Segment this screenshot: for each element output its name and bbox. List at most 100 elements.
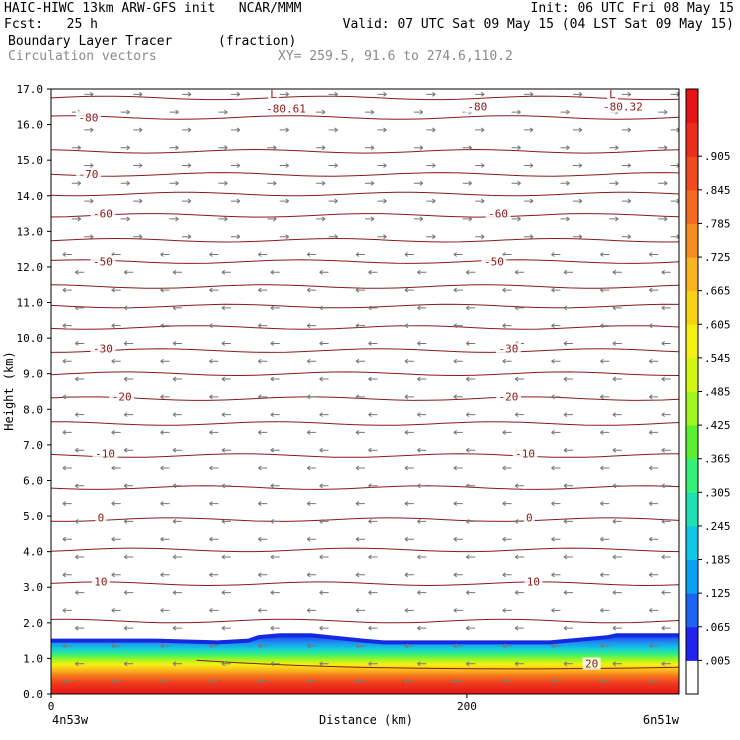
vector-arrow — [514, 518, 525, 524]
colorbar-label: .905 — [704, 150, 731, 163]
vector-arrow — [563, 661, 573, 667]
isotherm-label: -10 — [515, 448, 535, 461]
isotherm-label: -20 — [499, 391, 519, 404]
vector-arrow — [172, 376, 183, 382]
vector-arrow — [465, 554, 476, 560]
vector-arrow — [648, 430, 659, 435]
vector-arrow — [306, 607, 317, 613]
vector-arrow — [209, 572, 219, 578]
vector-arrow — [404, 430, 414, 435]
isotherm-label-bg — [495, 342, 521, 355]
vector-arrow — [417, 625, 427, 631]
vector-arrow — [316, 145, 326, 151]
vector-arrow — [74, 269, 85, 275]
vector-arrow — [551, 501, 561, 507]
isotherm-label: 20 — [585, 658, 598, 671]
isotherm-line — [51, 325, 679, 330]
vector-arrow — [551, 358, 561, 364]
isotherm-label: -80 — [467, 101, 487, 114]
vector-arrow — [328, 163, 338, 168]
vector-arrow — [62, 323, 72, 329]
vector-arrow — [612, 447, 622, 453]
vector-arrow — [404, 536, 414, 542]
vector-arrow — [600, 252, 610, 257]
y-tick-label: 1.0 — [23, 652, 43, 665]
vector-arrow — [453, 572, 463, 578]
vector-arrow — [514, 376, 525, 382]
vector-arrow — [306, 501, 317, 507]
vector-arrow — [377, 127, 387, 133]
vector-arrow — [502, 287, 512, 293]
vector-arrow — [209, 607, 219, 613]
vector-arrow — [62, 536, 72, 542]
colorbar-swatch — [686, 122, 698, 157]
vector-arrow — [328, 91, 338, 97]
vector-arrow — [209, 679, 219, 684]
isotherm-label-bg — [524, 575, 543, 588]
vector-arrow — [306, 287, 317, 293]
x-axis: 0 200 — [48, 694, 477, 713]
vector-arrow — [417, 518, 427, 524]
vector-arrow — [511, 216, 521, 222]
vector-arrow — [133, 234, 143, 240]
colorbar-swatch — [686, 492, 698, 527]
vector-arrow — [609, 216, 619, 222]
vector-arrow — [368, 341, 378, 346]
vector-arrow — [172, 269, 183, 275]
vector-arrow — [648, 252, 659, 257]
vector-arrow — [551, 323, 561, 329]
isotherm-label-bg — [90, 207, 116, 220]
vector-arrow — [123, 412, 134, 418]
vector-arrow — [84, 91, 94, 97]
vector-arrow — [355, 572, 365, 578]
x-tick-label: 0 — [48, 700, 55, 713]
vector-arrow — [84, 127, 94, 133]
vector-arrow — [182, 91, 192, 97]
isotherm-labels: -80-80-80.61 -80.32L L-70-60 -60-50 -50-30 -3… — [75, 89, 646, 671]
vector-arrow — [267, 145, 277, 151]
vector-arrow — [306, 394, 317, 400]
vector-arrow — [514, 661, 525, 667]
vector-arrow — [648, 465, 659, 471]
vector-arrow — [218, 145, 228, 151]
colorbar-swatch — [686, 626, 698, 661]
vector-arrow — [209, 287, 219, 293]
vector-arrow — [221, 518, 231, 524]
vector-arrow — [462, 145, 473, 151]
isotherm-label: -30 — [93, 343, 113, 356]
vector-arrow — [160, 501, 170, 507]
y-tick-label: 0.0 — [23, 688, 43, 701]
vector-arrow — [328, 198, 338, 204]
vector-arrow — [465, 625, 476, 631]
vector-arrow — [160, 536, 170, 542]
vector-arrow — [563, 341, 573, 346]
vector-arrow — [417, 447, 427, 453]
vector-arrow — [160, 643, 170, 649]
vector-arrow — [172, 483, 183, 489]
isotherm-label-bg — [606, 89, 618, 101]
vector-arrow — [62, 287, 72, 293]
colorbar-swatch — [686, 425, 698, 460]
vector-arrow — [600, 501, 610, 507]
vector-arrow — [524, 198, 534, 204]
vector-arrow — [563, 554, 573, 560]
isotherm-label-bg — [75, 111, 101, 124]
vector-arrow — [465, 483, 476, 489]
vector-arrow — [221, 412, 231, 418]
vector-arrow — [502, 643, 512, 649]
vector-arrow — [257, 572, 268, 578]
y-axis-label: Height (km) — [2, 351, 16, 430]
vector-arrow — [319, 625, 329, 631]
vector-arrow — [62, 643, 72, 649]
colorbar-label: .065 — [704, 621, 731, 634]
vector-arrow — [600, 679, 610, 684]
vector-arrow — [612, 412, 622, 418]
vector-arrow — [257, 643, 268, 649]
vector-arrow — [319, 661, 329, 667]
vector-arrow — [502, 679, 512, 684]
vector-arrow — [123, 661, 134, 667]
vector-arrow — [502, 430, 512, 435]
vector-arrow — [514, 590, 525, 595]
vector-arrow — [111, 430, 121, 435]
vector-arrow — [551, 607, 561, 613]
